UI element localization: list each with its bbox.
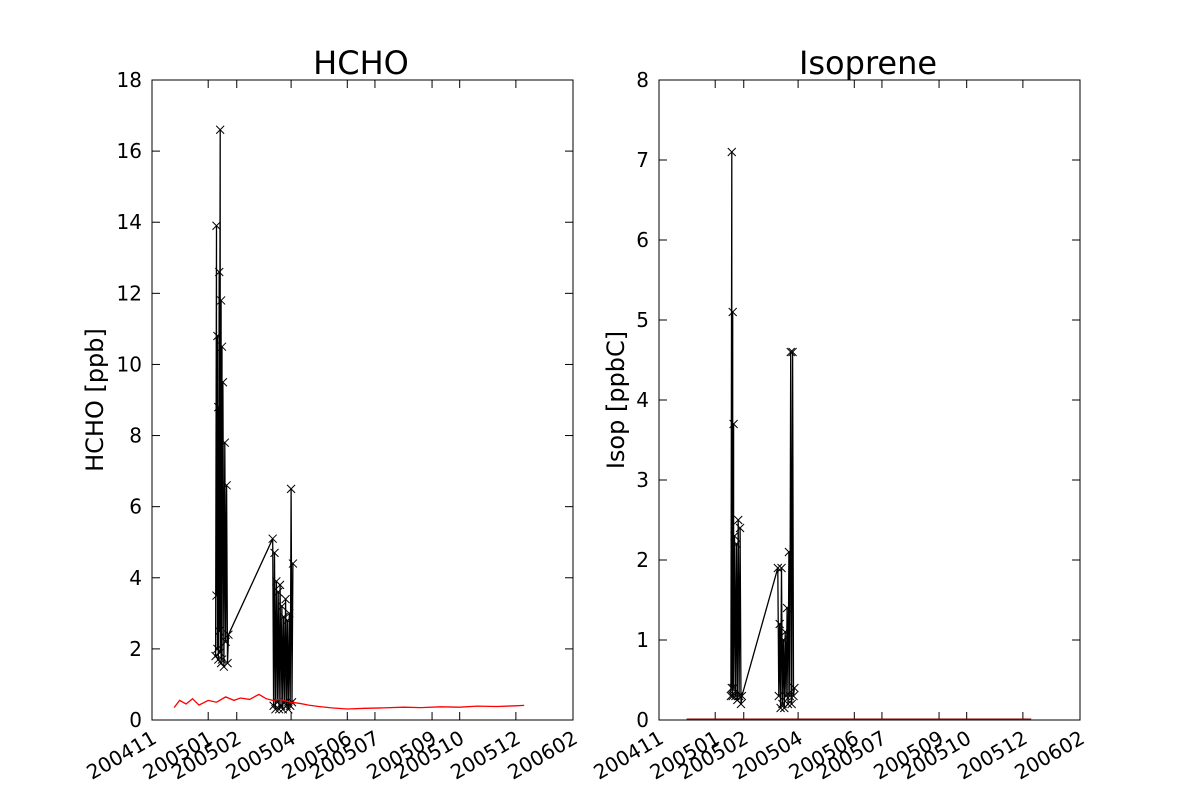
hcho-data-point <box>217 655 227 664</box>
hcho-y-tick-label: 14 <box>117 210 142 234</box>
hcho-data-point <box>271 704 280 714</box>
hcho-y-tick-label: 6 <box>129 495 142 519</box>
isoprene-data-point <box>774 691 784 701</box>
hcho-data-point <box>284 608 294 618</box>
isoprene-data-point <box>729 419 738 429</box>
hcho-axes-frame <box>151 79 574 721</box>
hcho-data-point <box>220 438 230 448</box>
isoprene-data-point <box>730 531 739 541</box>
isoprene-data-point <box>726 691 736 701</box>
hcho-data-point <box>277 601 287 611</box>
isoprene-data-point <box>732 539 741 549</box>
hcho-data-point <box>273 587 283 597</box>
isoprene-data-point <box>781 691 791 701</box>
isoprene-data-point <box>775 619 785 629</box>
isoprene-y-tick-label: 2 <box>636 548 649 572</box>
isoprene-data-point <box>785 691 795 701</box>
hcho-data-point <box>218 377 228 387</box>
hcho-data-point <box>212 591 221 600</box>
hcho-data-point <box>222 480 231 490</box>
isoprene-data-point <box>727 683 737 693</box>
isoprene-data-point <box>780 627 790 637</box>
isoprene-data-point <box>734 691 744 701</box>
hcho-series-1-line <box>173 693 525 710</box>
isoprene-y-tick-label: 4 <box>636 388 649 412</box>
hcho-data-point <box>213 402 223 412</box>
hcho-y-tick-label: 2 <box>129 637 142 661</box>
hcho-data-point <box>213 331 222 341</box>
isoprene-data-point <box>788 347 797 357</box>
hcho-data-point <box>217 342 227 352</box>
hcho-data-point <box>221 637 231 647</box>
hcho-data-point <box>213 644 222 654</box>
hcho-data-point <box>224 630 233 640</box>
hcho-y-tick-label: 16 <box>117 139 142 163</box>
hcho-data-point <box>214 267 224 277</box>
hcho-data-point <box>275 580 285 590</box>
isoprene-data-point <box>727 147 737 157</box>
hcho-y-axis-label: HCHO [ppb] <box>81 328 109 472</box>
isoprene-data-point <box>773 563 783 573</box>
hcho-data-point <box>268 534 278 544</box>
hcho-y-tick-label: 4 <box>129 566 142 590</box>
isoprene-data-point <box>789 691 798 701</box>
isoprene-data-point <box>728 307 738 317</box>
hcho-data-point <box>286 484 296 494</box>
isoprene-data-point <box>729 683 738 693</box>
isoprene-y-tick-label: 7 <box>636 148 649 172</box>
hcho-data-point <box>288 559 298 568</box>
isoprene-data-point <box>777 563 786 573</box>
hcho-data-point <box>212 221 221 231</box>
isoprene-data-point <box>733 515 743 525</box>
hcho-data-point <box>216 658 226 668</box>
hcho-data-point <box>214 626 224 636</box>
hcho-data-point <box>281 594 290 604</box>
hcho-y-tick-label: 0 <box>129 708 142 732</box>
isoprene-data-point <box>784 547 794 557</box>
isoprene-y-tick-label: 1 <box>636 628 649 652</box>
isoprene-y-tick-label: 5 <box>636 308 649 332</box>
hcho-data-point <box>215 648 225 657</box>
isoprene-data-point <box>779 635 788 645</box>
hcho-data-point <box>215 125 225 135</box>
hcho-data-point <box>270 548 279 558</box>
hcho-data-point <box>283 616 292 625</box>
isoprene-data-point <box>786 347 796 357</box>
isoprene-data-point <box>787 699 797 709</box>
hcho-data-point <box>213 655 223 664</box>
isoprene-y-tick-label: 0 <box>636 708 649 732</box>
isoprene-data-point <box>736 699 746 709</box>
hcho-y-tick-label: 18 <box>117 68 142 92</box>
isoprene-data-point <box>782 603 792 613</box>
hcho-data-point <box>216 296 226 305</box>
hcho-title: HCHO <box>313 44 409 82</box>
isoprene-data-point <box>790 683 799 693</box>
hcho-data-point <box>211 651 220 661</box>
isoprene-data-point <box>737 691 747 701</box>
hcho-y-tick-label: 12 <box>117 281 142 305</box>
isoprene-y-axis-label: Isop [ppbC] <box>602 331 630 469</box>
hcho-data-point <box>223 658 232 668</box>
isoprene-data-point <box>783 699 793 709</box>
hcho-y-tick-label: 8 <box>129 424 142 448</box>
isoprene-data-point <box>735 523 745 533</box>
isoprene-y-tick-label: 8 <box>636 68 649 92</box>
isoprene-y-tick-label: 3 <box>636 468 649 492</box>
hcho-y-tick-label: 10 <box>117 352 142 376</box>
isoprene-title: Isoprene <box>799 44 937 82</box>
isoprene-y-tick-label: 6 <box>636 228 649 252</box>
